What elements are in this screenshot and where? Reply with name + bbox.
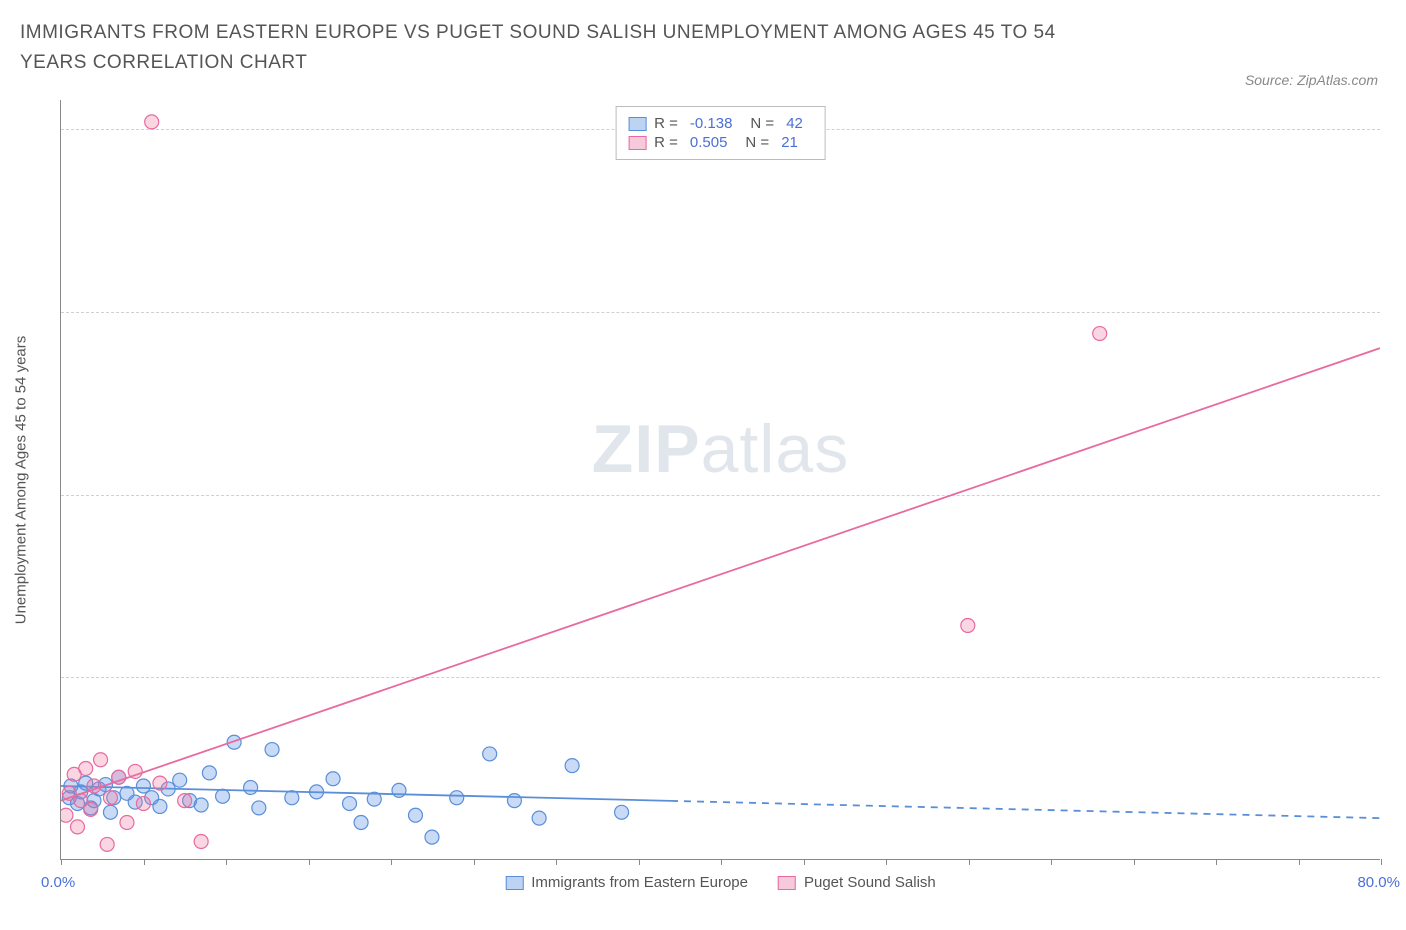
x-tick xyxy=(1299,859,1300,865)
y-tick-label: 25.0% xyxy=(1390,486,1406,503)
data-point-series-2 xyxy=(1093,327,1107,341)
legend-n-value-2: 21 xyxy=(781,134,798,151)
legend-r-value-2: 0.505 xyxy=(690,134,728,151)
data-point-series-1 xyxy=(285,791,299,805)
data-point-series-2 xyxy=(194,834,208,848)
legend-swatch-series-2 xyxy=(628,136,646,150)
legend-row-series-1: R = -0.138 N = 42 xyxy=(628,115,813,132)
data-point-series-2 xyxy=(100,837,114,851)
plot-area: Unemployment Among Ages 45 to 54 years 1… xyxy=(60,100,1380,860)
data-point-series-1 xyxy=(216,789,230,803)
x-tick-label-max: 80.0% xyxy=(1357,874,1400,891)
data-point-series-1 xyxy=(173,773,187,787)
chart-canvas xyxy=(61,100,1380,859)
legend-n-label: N = xyxy=(745,134,769,151)
data-point-series-2 xyxy=(136,797,150,811)
data-point-series-1 xyxy=(367,792,381,806)
x-tick xyxy=(886,859,887,865)
legend-correlation-box: R = -0.138 N = 42 R = 0.505 N = 21 xyxy=(615,106,826,160)
data-point-series-1 xyxy=(194,798,208,812)
legend-r-label: R = xyxy=(654,115,678,132)
data-point-series-1 xyxy=(252,801,266,815)
y-tick-label: 37.5% xyxy=(1390,303,1406,320)
source-attribution: Source: ZipAtlas.com xyxy=(1245,72,1378,88)
x-tick xyxy=(309,859,310,865)
x-tick xyxy=(144,859,145,865)
x-tick xyxy=(1134,859,1135,865)
x-tick xyxy=(1051,859,1052,865)
x-tick xyxy=(721,859,722,865)
data-point-series-1 xyxy=(244,780,258,794)
data-point-series-1 xyxy=(392,783,406,797)
data-point-series-2 xyxy=(70,820,84,834)
data-point-series-2 xyxy=(153,776,167,790)
data-point-series-2 xyxy=(87,779,101,793)
data-point-series-1 xyxy=(354,816,368,830)
x-tick xyxy=(1216,859,1217,865)
data-point-series-2 xyxy=(84,802,98,816)
x-tick xyxy=(556,859,557,865)
data-point-series-2 xyxy=(178,794,192,808)
x-tick xyxy=(639,859,640,865)
data-point-series-2 xyxy=(103,791,117,805)
x-tick xyxy=(969,859,970,865)
data-point-series-1 xyxy=(450,791,464,805)
legend-series-names: Immigrants from Eastern Europe Puget Sou… xyxy=(505,874,936,891)
data-point-series-1 xyxy=(483,747,497,761)
x-tick xyxy=(804,859,805,865)
x-tick xyxy=(474,859,475,865)
chart-title: IMMIGRANTS FROM EASTERN EUROPE VS PUGET … xyxy=(20,18,1120,79)
data-point-series-1 xyxy=(153,799,167,813)
data-point-series-2 xyxy=(961,618,975,632)
trend-line-series-2 xyxy=(61,348,1380,800)
trend-line-dashed-series-1 xyxy=(671,801,1380,818)
data-point-series-2 xyxy=(79,762,93,776)
x-tick xyxy=(391,859,392,865)
legend-row-series-2: R = 0.505 N = 21 xyxy=(628,134,813,151)
legend-r-value-1: -0.138 xyxy=(690,115,733,132)
legend-label-series-1: Immigrants from Eastern Europe xyxy=(531,874,748,891)
data-point-series-2 xyxy=(94,753,108,767)
legend-swatch-series-1 xyxy=(628,117,646,131)
data-point-series-2 xyxy=(120,816,134,830)
data-point-series-1 xyxy=(615,805,629,819)
data-point-series-2 xyxy=(112,770,126,784)
legend-item-series-1: Immigrants from Eastern Europe xyxy=(505,874,748,891)
legend-label-series-2: Puget Sound Salish xyxy=(804,874,936,891)
legend-n-label: N = xyxy=(750,115,774,132)
data-point-series-1 xyxy=(103,805,117,819)
data-point-series-2 xyxy=(128,764,142,778)
x-tick xyxy=(1381,859,1382,865)
data-point-series-2 xyxy=(61,808,73,822)
legend-n-value-1: 42 xyxy=(786,115,803,132)
x-tick xyxy=(226,859,227,865)
data-point-series-2 xyxy=(145,115,159,129)
y-tick-label: 12.5% xyxy=(1390,669,1406,686)
data-point-series-1 xyxy=(265,743,279,757)
x-tick xyxy=(61,859,62,865)
legend-r-label: R = xyxy=(654,134,678,151)
x-tick-label-min: 0.0% xyxy=(41,874,75,891)
data-point-series-1 xyxy=(408,808,422,822)
legend-swatch-series-1 xyxy=(505,876,523,890)
data-point-series-1 xyxy=(343,797,357,811)
data-point-series-1 xyxy=(326,772,340,786)
y-tick-label: 50.0% xyxy=(1390,121,1406,138)
data-point-series-1 xyxy=(425,830,439,844)
y-axis-label: Unemployment Among Ages 45 to 54 years xyxy=(13,335,30,624)
data-point-series-1 xyxy=(202,766,216,780)
data-point-series-1 xyxy=(507,794,521,808)
legend-item-series-2: Puget Sound Salish xyxy=(778,874,936,891)
data-point-series-1 xyxy=(532,811,546,825)
data-point-series-1 xyxy=(565,759,579,773)
data-point-series-1 xyxy=(310,785,324,799)
legend-swatch-series-2 xyxy=(778,876,796,890)
